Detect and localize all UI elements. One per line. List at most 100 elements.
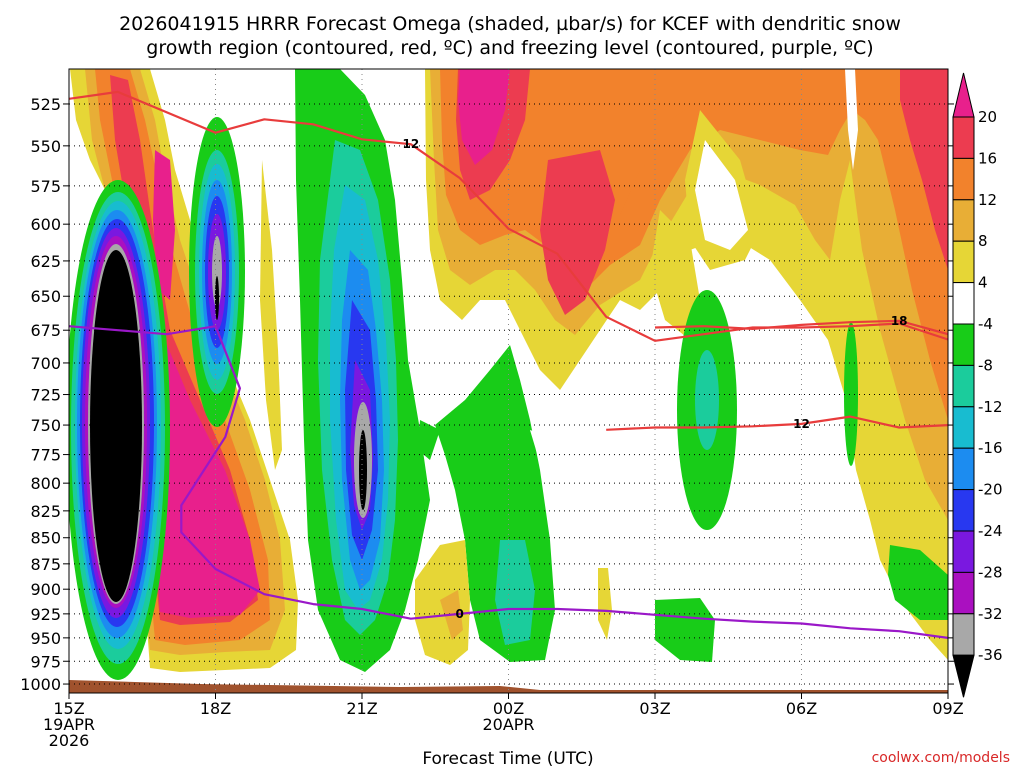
colorbar-label-13: -36 xyxy=(978,646,1003,664)
colorbar-label-4: 4 xyxy=(978,274,988,292)
colorbar-label-12: -32 xyxy=(978,605,1003,623)
y-tick-label-1000: 1000 xyxy=(20,675,61,694)
omega-shade-ascent-04z-low xyxy=(655,598,715,662)
y-tick-label-850: 850 xyxy=(30,529,61,548)
omega-shade-ridge-16b xyxy=(900,69,948,270)
omega-shade-ridge-4c xyxy=(650,210,700,340)
colorbar-label-7: -12 xyxy=(978,398,1003,416)
colorbar-bin-2 xyxy=(952,199,975,242)
x-date-label-00Z: 20APR xyxy=(482,715,534,734)
colorbar-bin-0 xyxy=(952,116,975,159)
x-tick-label-06Z: 06Z xyxy=(786,699,817,718)
y-tick-label-800: 800 xyxy=(30,474,61,493)
omega-shade-ascent-21z-36 xyxy=(359,430,367,510)
colorbar-label-2: 12 xyxy=(978,191,997,209)
y-tick-label-650: 650 xyxy=(30,287,61,306)
colorbar-label-8: -16 xyxy=(978,439,1003,457)
colorbar-bin-12 xyxy=(952,613,975,656)
x-date-label-15Z: 19APR xyxy=(43,715,95,734)
dendritic-contour-18-label: 18 xyxy=(891,314,908,328)
y-tick-label-625: 625 xyxy=(30,252,61,271)
omega-shade-streak-1 xyxy=(260,160,282,470)
omega-shade-gap-2 xyxy=(695,140,748,250)
grid-lines xyxy=(69,69,948,693)
omega-shade-ascent-18z-32 xyxy=(212,236,222,308)
y-tick-label-775: 775 xyxy=(30,446,61,465)
y-axis: 525 550 575 600 625 650 675 700 725 750 775 800 825 8… xyxy=(20,95,954,694)
dendritic-contour-lower-label: 12 xyxy=(793,417,810,431)
colorbar-label-10: -24 xyxy=(978,522,1003,540)
dendritic-contour-18 xyxy=(654,319,948,336)
y-tick-label-950: 950 xyxy=(30,629,61,648)
colorbar-label-0: 20 xyxy=(978,108,997,126)
temperature-contours: 12 18 12 0 xyxy=(69,90,948,639)
colorbar-bin-9 xyxy=(952,489,975,532)
y-tick-label-550: 550 xyxy=(30,137,61,156)
omega-shade-descent-20 xyxy=(150,300,260,618)
colorbar-bin-8 xyxy=(952,447,975,491)
terrain-surface xyxy=(69,680,948,693)
colorbar-bin-7 xyxy=(952,406,975,449)
y-tick-label-575: 575 xyxy=(30,177,61,196)
omega-shade-descent-20b xyxy=(153,150,175,300)
omega-shade-gap-1 xyxy=(845,69,858,170)
colorbar-label-1: 16 xyxy=(978,149,997,167)
colorbar-bin-1 xyxy=(952,157,975,201)
colorbar-label-3: 8 xyxy=(978,232,988,250)
plot-area: 12 18 12 0 xyxy=(69,69,948,693)
terrain-fill xyxy=(69,680,948,693)
x-tick-label-21Z: 21Z xyxy=(346,699,377,718)
colorbar-label-6: -8 xyxy=(978,356,993,374)
omega-shade-ridge-12b xyxy=(455,69,948,300)
x-tick-label-18Z: 18Z xyxy=(200,699,231,718)
dendritic-contour-upper xyxy=(69,90,948,342)
omega-shade-ascent-00z-tip xyxy=(418,420,440,460)
omega-shade-ridge-16a xyxy=(540,150,615,315)
colorbar-label-5: -4 xyxy=(978,315,993,333)
colorbar-bin-11 xyxy=(952,571,975,615)
omega-shading xyxy=(69,69,948,680)
y-tick-label-825: 825 xyxy=(30,502,61,521)
colorbar-label-9: -20 xyxy=(978,481,1003,499)
chart-title-line1: 2026041915 HRRR Forecast Omega (shaded, … xyxy=(119,13,901,35)
y-tick-label-700: 700 xyxy=(30,354,61,373)
y-tick-label-875: 875 xyxy=(30,555,61,574)
x-axis-title: Forecast Time (UTC) xyxy=(422,749,593,768)
omega-shade-ascent-main-36 xyxy=(90,250,142,602)
x-tick-label-09Z: 09Z xyxy=(932,699,963,718)
freezing-level-contour xyxy=(69,325,948,639)
omega-shade-ascent-09z xyxy=(888,545,948,620)
dendritic-contour-upper-label: 12 xyxy=(402,137,419,151)
y-tick-label-675: 675 xyxy=(30,321,61,340)
colorbar: 20 16 12 8 4 -4 -8 -12 -16 -20 -24 -28 -32 -36 xyxy=(952,72,1003,698)
omega-shade-ascent-00z-12 xyxy=(495,540,535,645)
y-tick-label-975: 975 xyxy=(30,652,61,671)
y-tick-label-600: 600 xyxy=(30,215,61,234)
colorbar-top-arrow xyxy=(952,72,975,118)
omega-shade-ascent-07z xyxy=(844,322,858,466)
y-tick-label-900: 900 xyxy=(30,580,61,599)
colorbar-bin-3 xyxy=(952,240,975,284)
colorbar-bin-4 xyxy=(952,282,975,325)
dendritic-contour-lower xyxy=(606,415,948,431)
x-tick-label-00Z: 00Z xyxy=(493,699,524,718)
colorbar-bottom-arrow xyxy=(952,654,975,698)
omega-shade-gap-4 xyxy=(555,395,650,540)
x-tick-label-15Z: 15Z xyxy=(53,699,84,718)
colorbar-bin-6 xyxy=(952,364,975,408)
credit-text[interactable]: coolwx.com/models xyxy=(872,750,1010,766)
x-tick-label-03Z: 03Z xyxy=(639,699,670,718)
omega-shade-ridge-20 xyxy=(458,69,510,165)
chart-title-line2: growth region (contoured, red, ºC) and f… xyxy=(146,37,873,59)
y-tick-label-725: 725 xyxy=(30,386,61,405)
y-tick-label-925: 925 xyxy=(30,605,61,624)
y-tick-label-750: 750 xyxy=(30,416,61,435)
omega-shade-ascent-18z-36 xyxy=(215,276,219,320)
omega-shade-lump-4b xyxy=(598,568,612,640)
freezing-level-contour-label: 0 xyxy=(455,607,463,621)
colorbar-bin-5 xyxy=(952,323,975,366)
omega-shade-ascent-04z-12 xyxy=(695,350,719,450)
y-tick-label-525: 525 xyxy=(30,95,61,114)
